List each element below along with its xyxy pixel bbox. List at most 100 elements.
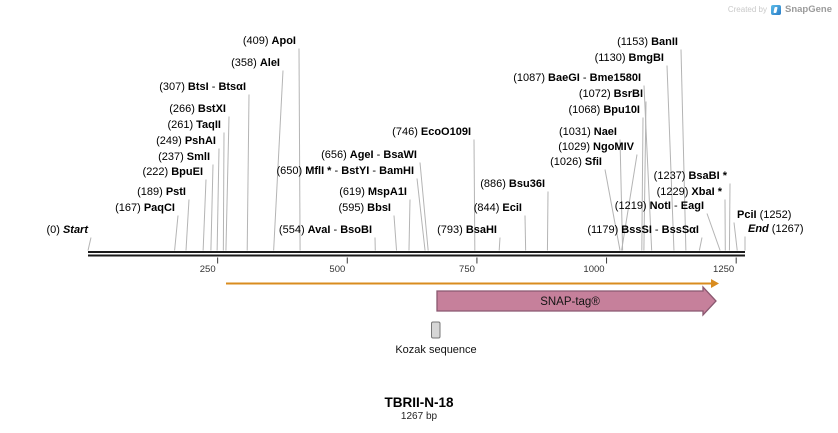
leader-line (698, 237, 703, 251)
leader-line (273, 70, 284, 251)
site-position: (554) (278, 224, 305, 236)
enzyme-site-label[interactable]: (656) AgeI - BsaWI (321, 149, 417, 162)
site-position: (237) (158, 151, 184, 163)
site-position: (0) (46, 224, 60, 236)
ruler-tick-label: 500 (329, 264, 345, 275)
site-position: (222) (142, 166, 169, 178)
enzyme-name: BsaWI (383, 149, 417, 161)
separator: - (373, 149, 384, 161)
site-position: (1252) (759, 209, 792, 221)
enzyme-name: PstI (165, 186, 186, 198)
site-position: (1267) (771, 223, 804, 235)
separator: - (330, 224, 341, 236)
enzyme-name: MspA1I (367, 186, 407, 198)
enzyme-name: XbaI * (691, 186, 722, 198)
site-position: (1031) (558, 126, 591, 138)
enzyme-site-label[interactable]: (554) AvaI - BsoBI (279, 224, 372, 237)
enzyme-name: NaeI (593, 126, 617, 138)
leader-line (185, 199, 190, 251)
enzyme-name: EcoO109I (420, 126, 471, 138)
sequence-line-bottom (88, 254, 745, 257)
leader-line (728, 183, 731, 251)
enzyme-site-label[interactable]: (1031) NaeI (559, 126, 617, 139)
enzyme-site-label[interactable]: (1229) XbaI * (657, 186, 722, 199)
enzyme-site-label[interactable]: (1153) BanII (617, 36, 678, 49)
enzyme-site-label[interactable]: (650) MflI * - BstYI - BamHI (277, 165, 415, 178)
site-position: (1229) (656, 186, 689, 198)
enzyme-site-label[interactable]: (358) AleI (231, 57, 280, 70)
enzyme-name: TaqII (196, 119, 221, 131)
leader-line (546, 191, 549, 251)
separator: - (670, 200, 681, 212)
enzyme-site-label[interactable]: (1130) BmgBI (595, 52, 664, 65)
site-position: (1029) (558, 141, 591, 153)
enzyme-site-label[interactable]: PciI (1252) (737, 209, 791, 222)
site-position: (358) (231, 57, 257, 69)
ruler-tick-label: 1000 (583, 264, 604, 275)
separator: - (208, 81, 219, 93)
enzyme-name: PaqCI (143, 202, 175, 214)
site-position: (650) (276, 165, 303, 177)
snap-tag-arrow[interactable] (436, 285, 717, 317)
enzyme-site-label[interactable]: (844) EciI (474, 202, 522, 215)
enzyme-site-label[interactable]: (1237) BsaBI * (654, 170, 727, 183)
enzyme-site-label[interactable]: (409) ApoI (243, 35, 296, 48)
enzyme-site-label[interactable]: (1219) NotI - EagI (615, 200, 704, 213)
orf-arrow-head[interactable] (711, 279, 719, 288)
separator: - (579, 72, 590, 84)
enzyme-site-label[interactable]: (793) BsaHI (437, 224, 497, 237)
enzyme-name: BsoBI (340, 224, 372, 236)
enzyme-site-label[interactable]: (307) BtsI - BtsαI (159, 81, 246, 94)
snap-tag-label: SNAP-tag® (540, 296, 600, 308)
enzyme-site-label[interactable]: (189) PstI (137, 186, 186, 199)
leader-line (210, 164, 214, 251)
enzyme-site-label[interactable]: (1029) NgoMIV (558, 141, 634, 154)
leader-line (621, 154, 638, 251)
enzyme-site-label[interactable]: (0) Start (46, 224, 88, 237)
leader-line (225, 116, 230, 251)
enzyme-site-label[interactable]: (1179) BssSI - BssSαI (587, 224, 699, 237)
enzyme-site-label[interactable]: (1068) Bpu10I (569, 104, 640, 117)
site-position: (307) (159, 81, 185, 93)
enzyme-site-label[interactable]: (1087) BaeGI - Bme1580I (513, 72, 641, 85)
leader-line (408, 199, 411, 251)
kozak-box[interactable] (431, 321, 441, 339)
enzyme-site-label[interactable]: (266) BstXI (169, 103, 226, 116)
separator: - (331, 165, 342, 177)
leader-line (473, 139, 476, 251)
enzyme-site-label[interactable]: (619) MspA1I (339, 186, 407, 199)
enzyme-site-label[interactable]: (886) Bsu36I (480, 178, 545, 191)
leader-line (416, 178, 426, 251)
enzyme-site-label[interactable]: (595) BbsI (338, 202, 391, 215)
site-position: (167) (115, 202, 141, 214)
enzyme-name: ApoI (271, 35, 296, 47)
leader-line (524, 215, 527, 251)
map-length: 1267 bp (400, 411, 438, 422)
enzyme-site-label[interactable]: (261) TaqII (167, 119, 221, 132)
enzyme-site-label[interactable]: (167) PaqCI (115, 202, 175, 215)
enzyme-name: PshAI (184, 135, 216, 147)
enzyme-site-label[interactable]: (249) PshAI (156, 135, 216, 148)
map-title: TBRII-N-18 (384, 395, 454, 410)
separator: - (369, 165, 380, 177)
enzyme-name: PciI (737, 209, 757, 221)
enzyme-name: BamHI (379, 165, 414, 177)
enzyme-site-label[interactable]: (237) SmlI (158, 151, 210, 164)
site-position: (1153) (617, 36, 649, 48)
enzyme-name: NgoMIV (593, 141, 634, 153)
enzyme-site-label[interactable]: End (1267) (748, 223, 804, 236)
enzyme-name: Start (62, 224, 88, 236)
enzyme-name: BmgBI (628, 52, 664, 64)
leader-line (393, 215, 398, 251)
leader-line (87, 237, 92, 251)
enzyme-site-label[interactable]: (1072) BsrBI (579, 88, 643, 101)
snapgene-logo-icon (771, 4, 781, 15)
enzyme-name: Bpu10I (603, 104, 640, 116)
enzyme-site-label[interactable]: (1026) SfiI (550, 156, 602, 169)
enzyme-site-label[interactable]: (222) BpuEI (143, 166, 203, 179)
enzyme-site-label[interactable]: (746) EcoO109I (392, 126, 471, 139)
separator: - (651, 224, 662, 236)
enzyme-name: BanII (651, 36, 678, 48)
